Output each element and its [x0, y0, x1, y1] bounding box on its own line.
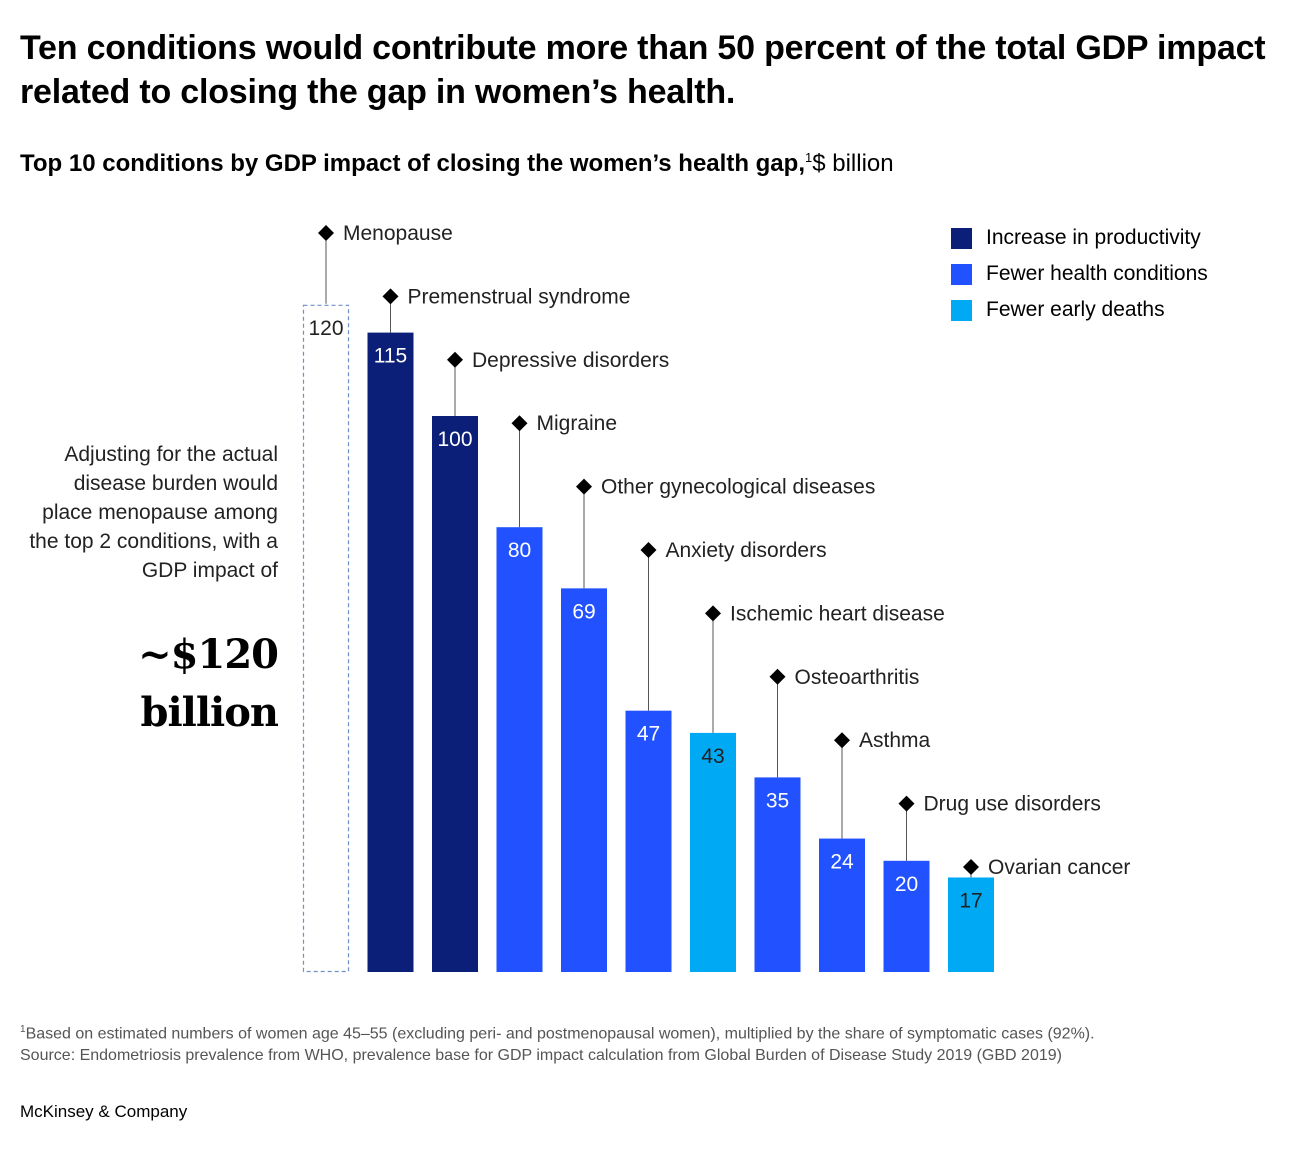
bar-outline [302, 304, 350, 973]
bar [625, 710, 672, 972]
legend-swatch [951, 227, 972, 249]
bar [883, 860, 930, 972]
legend-swatch [951, 263, 972, 285]
diamond-marker [640, 542, 657, 558]
legend-label: Fewer health conditions [986, 262, 1208, 285]
category-label: Asthma [859, 729, 931, 752]
bar-value-label: 24 [830, 851, 854, 874]
footnote-marker: 1 [804, 150, 813, 165]
bar-value-label: 120 [308, 317, 343, 340]
bar-value-label: 43 [701, 745, 724, 768]
bar-chart: 120 Menopause 115 Premenstrual syndrome 100 D… [302, 222, 1130, 973]
footnote-line-1: 1Based on estimated numbers of women age… [20, 1019, 1290, 1045]
diamond-marker [705, 605, 721, 622]
legend-item-early-deaths: Fewer early deaths [951, 292, 1291, 328]
diamond-marker [382, 288, 399, 305]
category-label: Osteoarthritis [795, 666, 920, 689]
category-label: Premenstrual syndrome [408, 285, 631, 308]
category-label: Menopause [343, 222, 453, 245]
bar [819, 838, 865, 972]
bar-value-label: 100 [437, 428, 472, 451]
bar [690, 732, 736, 972]
bar [367, 332, 414, 973]
page-title: Ten conditions would contribute more tha… [20, 29, 1266, 111]
diamond-marker [769, 668, 786, 685]
footnote-text: Based on estimated numbers of women age … [25, 1025, 1095, 1043]
bar [432, 416, 478, 972]
chart-unit: $ billion [812, 150, 894, 177]
diamond-marker [898, 795, 915, 812]
category-label: Ischemic heart disease [730, 602, 945, 625]
category-label: Anxiety disorders [666, 539, 827, 562]
brand-logo-text: McKinsey & Company [20, 1102, 188, 1121]
footnote-line-marker: 1 [20, 1024, 26, 1035]
legend-item-productivity: Increase in productivity [951, 220, 1291, 256]
diamond-marker [447, 351, 463, 368]
category-label: Ovarian cancer [988, 856, 1130, 879]
bar [496, 527, 543, 972]
category-label: Drug use disorders [924, 793, 1101, 816]
bar [561, 588, 607, 972]
bar-value-label: 69 [572, 600, 595, 623]
legend-label: Fewer early deaths [986, 298, 1165, 321]
bar-value-label: 20 [895, 873, 918, 896]
bar-value-label: 47 [637, 723, 660, 746]
diamond-marker [318, 225, 334, 241]
diamond-marker [834, 732, 850, 749]
side-annotation: Adjusting for the actual disease burden … [29, 443, 278, 582]
category-label: Depressive disorders [472, 349, 669, 372]
bar-value-label: 35 [766, 789, 789, 812]
chart-subtitle: Top 10 conditions by GDP impact of closi… [20, 148, 1280, 180]
bar-value-label: 115 [374, 345, 407, 368]
bar-value-label: 80 [508, 539, 531, 562]
footnote: 1Based on estimated numbers of women age… [20, 1019, 1290, 1067]
chart-subtitle-main: Top 10 conditions by GDP impact of closi… [20, 150, 805, 177]
side-annotation-value: ~$120 billion [20, 626, 279, 742]
bar-value-label: 17 [959, 889, 982, 912]
diamond-marker [963, 859, 979, 875]
side-value-line1: ~$120 [138, 631, 279, 678]
footnote-source: Source: Endometriosis prevalence from WH… [20, 1047, 1062, 1065]
category-label: Migraine [537, 412, 618, 435]
legend-label: Increase in productivity [986, 226, 1201, 249]
chart-legend: Increase in productivity Fewer health co… [951, 220, 1291, 328]
legend-swatch [951, 299, 972, 321]
side-value-line2: billion [140, 689, 279, 736]
diamond-marker [576, 478, 592, 495]
legend-item-health-conditions: Fewer health conditions [951, 256, 1291, 292]
diamond-marker [511, 415, 528, 432]
bar [754, 777, 801, 972]
category-label: Other gynecological diseases [601, 476, 875, 499]
bar [948, 877, 994, 972]
